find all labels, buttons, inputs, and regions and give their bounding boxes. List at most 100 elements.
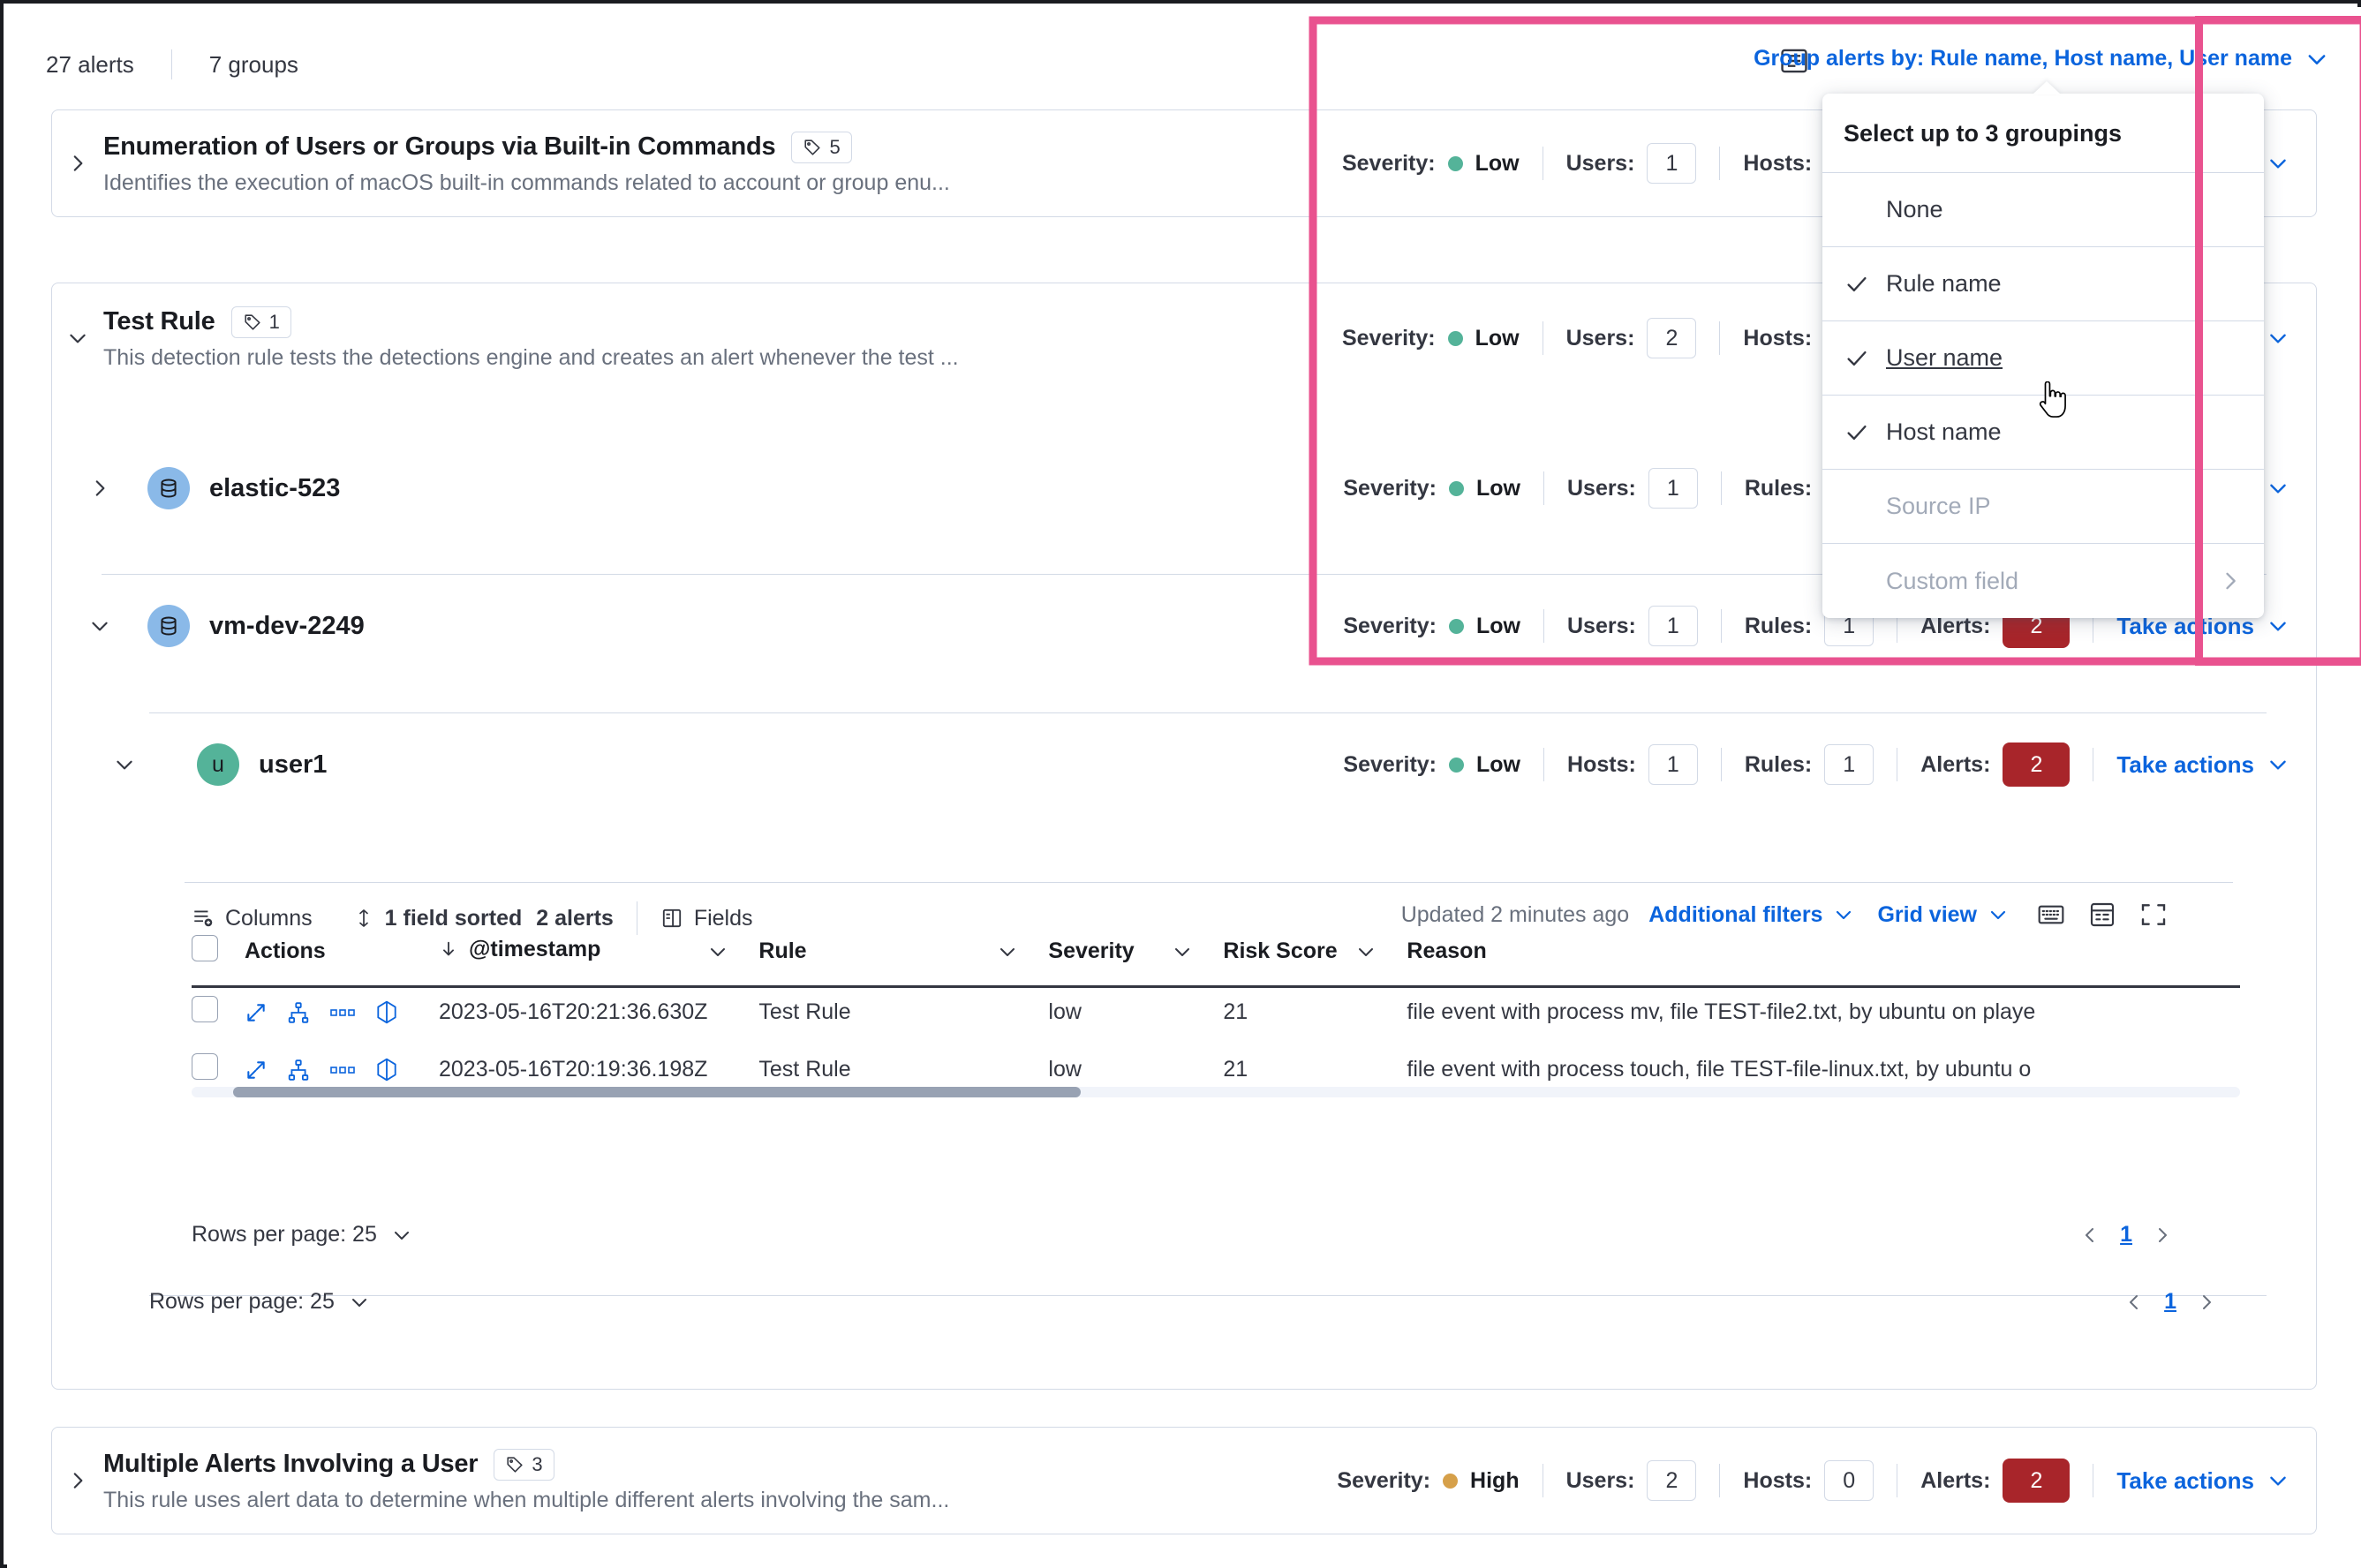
hosts-value: 0	[1824, 1460, 1874, 1501]
take-actions-button[interactable]: Take actions	[2116, 751, 2289, 779]
tag-icon	[803, 138, 822, 157]
expand-toggle-user[interactable]	[52, 753, 197, 776]
add-to-case-icon[interactable]	[375, 1058, 398, 1082]
grid-view-button[interactable]: Grid view	[1877, 902, 2009, 928]
column-header-risk-score[interactable]: Risk Score	[1223, 939, 1338, 963]
divider	[1719, 321, 1721, 355]
alerts-data-grid: Actions @timestamp Rule	[192, 935, 2169, 1098]
column-header-severity[interactable]: Severity	[1048, 939, 1135, 963]
table-row[interactable]: 2023-05-16T20:19:36.198Z Test Rule low 2…	[192, 1041, 2169, 1098]
row-actions[interactable]	[245, 984, 439, 1041]
divider	[149, 712, 2267, 713]
severity-stat: Severity: Low	[1342, 151, 1520, 177]
keyboard-shortcuts-icon[interactable]	[2037, 901, 2065, 928]
host-name: elastic-523	[209, 473, 341, 502]
page-number[interactable]: 1	[2120, 1222, 2132, 1247]
fullscreen-icon[interactable]	[2139, 901, 2168, 928]
expand-toggle-group-3[interactable]	[52, 1469, 103, 1492]
users-stat: Users: 1	[1566, 143, 1697, 184]
analyze-event-icon[interactable]	[287, 1059, 310, 1082]
more-actions-icon[interactable]	[329, 1001, 356, 1024]
expand-toggle-group-1[interactable]	[52, 152, 103, 175]
rules-label: Rules:	[1744, 475, 1813, 501]
row-select[interactable]	[192, 984, 245, 1041]
group-alerts-by-button[interactable]: Group alerts by: Rule name, Host name, U…	[1754, 46, 2329, 72]
severity-stat: Severity: High	[1337, 1468, 1519, 1494]
popover-item-rule-name[interactable]: Rule name	[1822, 247, 2264, 321]
select-all-header[interactable]	[192, 935, 245, 984]
column-menu-risk-score[interactable]	[1355, 935, 1407, 984]
severity-label: Severity:	[1343, 751, 1437, 777]
expand-icon[interactable]	[245, 1001, 268, 1024]
chevron-down-icon	[349, 1292, 370, 1313]
row-actions[interactable]	[245, 1041, 439, 1098]
avatar-initial: u	[212, 751, 224, 777]
header-underline	[192, 985, 2240, 988]
pagination-inner: 1	[2079, 1222, 2173, 1248]
take-actions-button[interactable]: Take actions	[2116, 1467, 2289, 1495]
chevron-down-icon	[2267, 753, 2289, 776]
add-to-case-icon[interactable]	[375, 1000, 398, 1025]
users-stat: Users: 1	[1567, 606, 1698, 646]
cell-rule-link[interactable]: Test Rule	[758, 1057, 851, 1082]
analyze-event-icon[interactable]	[287, 1001, 310, 1024]
column-menu-severity[interactable]	[1172, 935, 1223, 984]
column-header-rule[interactable]: Rule	[758, 939, 807, 963]
tag-badge: 5	[791, 131, 852, 163]
severity-label: Severity:	[1341, 325, 1436, 351]
take-actions-label: Take actions	[2116, 750, 2254, 778]
columns-button[interactable]: Columns	[192, 906, 313, 931]
divider	[1719, 1464, 1721, 1497]
column-menu-timestamp[interactable]	[707, 935, 758, 984]
divider	[170, 49, 172, 79]
tag-badge: 1	[230, 305, 291, 338]
grid-scroll-thumb[interactable]	[233, 1087, 1081, 1097]
more-actions-icon[interactable]	[329, 1059, 356, 1082]
row-checkbox[interactable]	[192, 996, 218, 1022]
table-row[interactable]: 2023-05-16T20:21:36.630Z Test Rule low 2…	[192, 984, 2169, 1041]
sort-button[interactable]: 1 field sorted	[353, 906, 522, 931]
previous-page-button[interactable]	[2079, 1225, 2101, 1246]
column-header-actions: Actions	[245, 939, 326, 963]
row-checkbox[interactable]	[192, 1053, 218, 1080]
expand-toggle-host-2[interactable]	[52, 614, 147, 637]
next-page-button[interactable]	[2196, 1292, 2217, 1313]
chevron-down-icon	[2304, 47, 2329, 72]
rows-per-page-outer[interactable]: Rows per page: 25	[149, 1289, 370, 1315]
expand-toggle-group-2[interactable]	[52, 327, 103, 350]
additional-filters-button[interactable]: Additional filters	[1648, 902, 1854, 928]
severity-value: Low	[1475, 475, 1520, 501]
users-value: 2	[1647, 318, 1697, 358]
row-select[interactable]	[192, 1041, 245, 1098]
users-stat: Users: 1	[1567, 468, 1698, 509]
cell-reason: file event with process touch, file TEST…	[1407, 1057, 2032, 1082]
chevron-down-icon	[2267, 327, 2289, 350]
next-page-button[interactable]	[2152, 1225, 2173, 1246]
cell-spacer	[997, 984, 1048, 1041]
expand-icon[interactable]	[245, 1059, 268, 1082]
rows-per-page-inner[interactable]: Rows per page: 25	[192, 1222, 412, 1248]
severity-label: Severity:	[1341, 150, 1436, 176]
previous-page-button[interactable]	[2123, 1292, 2145, 1313]
divider	[102, 574, 2267, 575]
cell-rule-link[interactable]: Test Rule	[758, 999, 851, 1024]
popover-item-none[interactable]: None	[1822, 173, 2264, 247]
expand-toggle-host-1[interactable]	[52, 477, 147, 500]
user-group-row-user1[interactable]: u user1 Severity: Low Hosts: 1 Rules: 1	[52, 724, 2316, 805]
group-title: Enumeration of Users or Groups via Built…	[103, 132, 776, 161]
tag-icon	[505, 1455, 524, 1474]
column-header-timestamp[interactable]: @timestamp	[439, 935, 707, 984]
cell-timestamp: 2023-05-16T20:19:36.198Z	[439, 1057, 708, 1082]
group-card-rule-3[interactable]: Multiple Alerts Involving a User 3 This …	[51, 1427, 2317, 1534]
cell-timestamp: 2023-05-16T20:21:36.630Z	[439, 999, 708, 1024]
select-all-checkbox[interactable]	[192, 935, 218, 961]
group-description: This detection rule tests the detections…	[103, 344, 959, 370]
hosts-stat: Hosts: 0	[1743, 1460, 1874, 1501]
groupings-popover[interactable]: Select up to 3 groupings None Rule name …	[1822, 94, 2264, 618]
fields-button[interactable]: Fields	[660, 906, 753, 931]
page-number[interactable]: 1	[2164, 1289, 2176, 1314]
cell-risk-score: 21	[1223, 1057, 1248, 1082]
group-alerts-by-label: Group alerts by: Rule name, Host name, U…	[1754, 46, 2292, 71]
density-icon[interactable]	[2088, 901, 2116, 928]
column-menu-rule[interactable]	[997, 935, 1048, 984]
